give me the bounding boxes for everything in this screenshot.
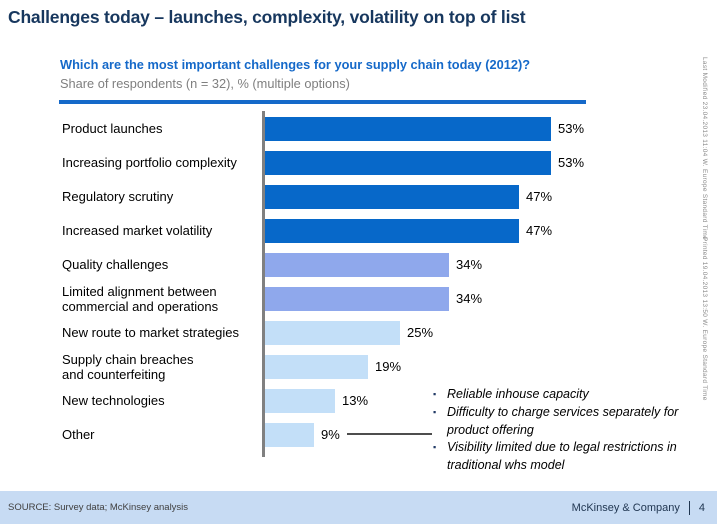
bullet-item: ▪ Difficulty to charge services separatel… [433, 404, 701, 440]
footer-brand: McKinsey & Company [571, 501, 680, 514]
chart-subtitle: Share of respondents (n = 32), % (multip… [60, 76, 350, 91]
bar [265, 423, 314, 447]
bullet-item: ▪ Reliable inhouse capacity [433, 386, 701, 404]
header-rule [59, 100, 586, 104]
footer-right: McKinsey & Company 4 [571, 500, 705, 515]
bar [265, 117, 551, 141]
bar-value: 9% [321, 427, 340, 442]
bar-label: Increasing portfolio complexity [62, 155, 237, 171]
bar-value: 34% [456, 291, 483, 306]
bar-label: Quality challenges [62, 257, 169, 273]
bar-label: Regulatory scrutiny [62, 189, 174, 205]
bar-label: Supply chain breaches and counterfeiting [62, 351, 194, 383]
bar [265, 389, 335, 413]
other-bullet-list: ▪ Reliable inhouse capacity ▪ Difficulty to… [433, 386, 701, 475]
bar-label: Limited alignment between commercial and … [62, 283, 219, 315]
bar-value: 25% [407, 325, 434, 340]
other-callout-line [347, 433, 432, 435]
bar-value: 53% [558, 121, 585, 136]
bar-label: Increased market volatility [62, 223, 213, 239]
bar-value: 53% [558, 155, 585, 170]
bar-label: Product launches [62, 121, 163, 137]
bar-value: 13% [342, 393, 369, 408]
bar [265, 219, 519, 243]
footer-source: SOURCE: Survey data; McKinsey analysis [8, 502, 189, 513]
bar-value: 19% [375, 359, 402, 374]
slide-title: Challenges today – launches, complexity,… [8, 7, 526, 27]
chart-question: Which are the most important challenges … [60, 57, 531, 72]
bullet-marker-icon: ▪ [433, 389, 437, 399]
bar-label: New technologies [62, 393, 165, 409]
bar [265, 287, 449, 311]
footer-divider [688, 500, 690, 515]
bar [265, 321, 400, 345]
chart-axis-line [262, 111, 265, 457]
bullet-text: Visibility limited due to legal restrict… [447, 440, 677, 473]
bar [265, 151, 551, 175]
bar-label: New route to market strategies [62, 325, 240, 341]
bar [265, 253, 449, 277]
bar-label: Other [62, 427, 95, 443]
footer-page-number: 4 [698, 501, 705, 514]
bar-value: 47% [526, 223, 553, 238]
bullet-marker-icon: ▪ [433, 406, 437, 417]
bullet-marker-icon: ▪ [433, 442, 437, 453]
bar-value: 34% [456, 257, 483, 272]
bullet-text: Difficulty to charge services separately… [447, 404, 679, 437]
bullet-text: Reliable inhouse capacity [447, 387, 589, 401]
footer-bar: SOURCE: Survey data; McKinsey analysis M… [0, 491, 717, 524]
sidebar-printed-text: Printed 19.04.2013 13:50 W. Europe Stand… [701, 237, 708, 401]
bullet-item: ▪ Visibility limited due to legal restric… [433, 439, 701, 475]
sidebar-last-modified-text: Last Modified 23.04.2013 11:04 W. Europe… [701, 57, 708, 241]
bar [265, 185, 519, 209]
bar [265, 355, 368, 379]
bar-value: 47% [526, 189, 553, 204]
